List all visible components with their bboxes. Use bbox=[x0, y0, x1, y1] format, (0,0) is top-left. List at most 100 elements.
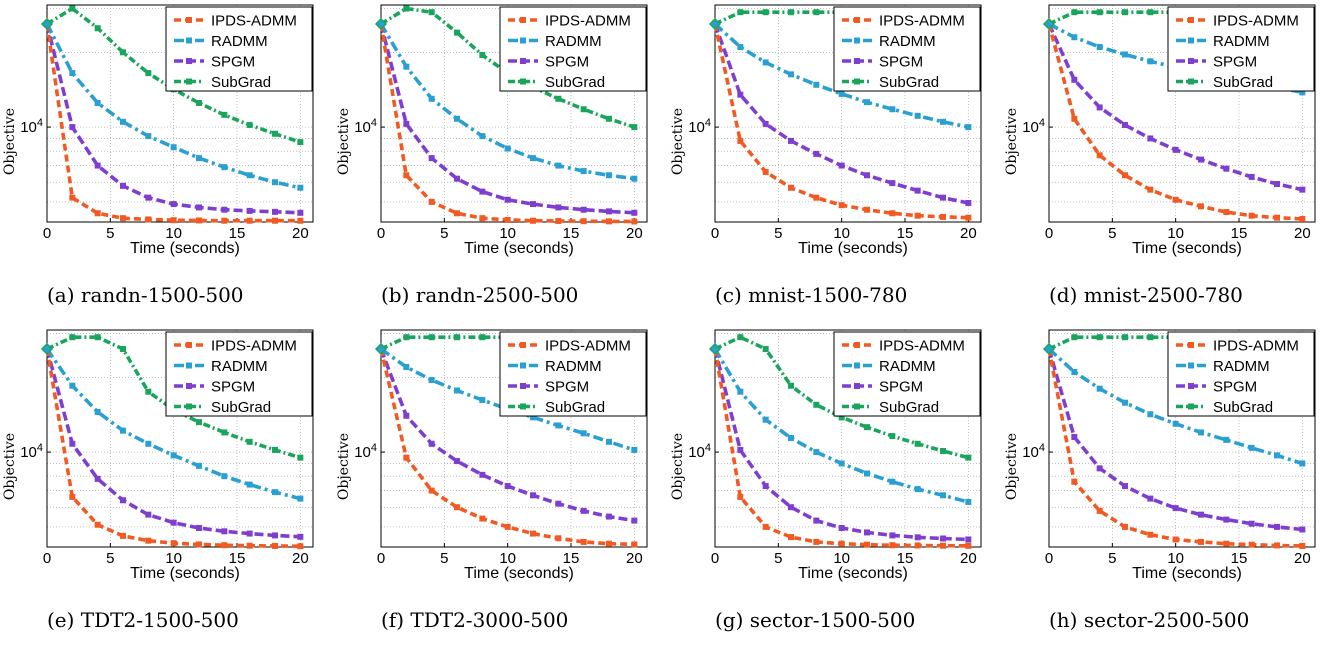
data-point-ipds-admm bbox=[120, 532, 126, 539]
data-point-spgm bbox=[120, 182, 126, 189]
data-point-ipds-admm bbox=[1299, 215, 1306, 222]
data-point-radmm bbox=[272, 489, 278, 496]
data-point-ipds-admm bbox=[762, 523, 769, 530]
legend-label-spgm: SPGM bbox=[545, 54, 589, 71]
legend-marker-spgm bbox=[854, 58, 860, 64]
x-tick-label: 0 bbox=[377, 225, 385, 242]
legend-marker-radmm bbox=[520, 362, 526, 369]
data-point-radmm bbox=[788, 71, 794, 78]
data-point-spgm bbox=[1122, 483, 1128, 490]
data-point-spgm bbox=[1274, 181, 1280, 188]
data-point-radmm bbox=[196, 155, 202, 162]
data-point-subgrad bbox=[1071, 9, 1078, 16]
data-point-spgm bbox=[1071, 76, 1078, 83]
legend-marker-spgm bbox=[520, 383, 526, 389]
data-point-spgm bbox=[196, 204, 202, 211]
data-point-radmm bbox=[1122, 399, 1128, 406]
data-point-spgm bbox=[1299, 526, 1306, 533]
legend-label-subgrad: SubGrad bbox=[879, 74, 939, 91]
start-point bbox=[1042, 17, 1056, 31]
x-axis-label: Time (seconds) bbox=[464, 240, 574, 257]
data-point-radmm bbox=[864, 470, 870, 477]
chart-svg: 0 5 10 15 20 104 Time (seconds) Objective IPDS-A… bbox=[1004, 329, 1316, 582]
data-point-ipds-admm bbox=[272, 217, 278, 224]
data-point-ipds-admm bbox=[297, 217, 304, 224]
data-point-ipds-admm bbox=[631, 541, 638, 548]
data-point-ipds-admm bbox=[1274, 214, 1280, 221]
data-point-ipds-admm bbox=[1172, 196, 1179, 203]
x-tick-label: 10 bbox=[1167, 225, 1184, 242]
data-point-ipds-admm bbox=[428, 487, 435, 494]
data-point-spgm bbox=[246, 207, 253, 214]
data-point-ipds-admm bbox=[737, 493, 744, 500]
legend-marker-radmm bbox=[520, 37, 526, 44]
legend-label-spgm: SPGM bbox=[879, 54, 923, 71]
data-point-spgm bbox=[606, 208, 612, 215]
legend: IPDS-ADMM RADMM SPGM SubGrad bbox=[1167, 331, 1315, 417]
data-point-spgm bbox=[120, 497, 126, 504]
x-tick-label: 20 bbox=[292, 225, 309, 242]
legend-marker-radmm bbox=[186, 37, 192, 44]
legend-label-subgrad: SubGrad bbox=[545, 399, 605, 416]
y-axis-label: Objective bbox=[2, 433, 18, 500]
legend-label-ipds-admm: IPDS-ADMM bbox=[879, 13, 965, 30]
legend-marker-subgrad bbox=[854, 403, 860, 410]
data-point-spgm bbox=[428, 440, 435, 447]
data-point-subgrad bbox=[120, 49, 126, 56]
data-point-subgrad bbox=[631, 124, 638, 131]
data-point-subgrad bbox=[120, 345, 126, 352]
data-point-ipds-admm bbox=[94, 210, 101, 217]
x-tick-label: 20 bbox=[960, 550, 977, 567]
data-point-spgm bbox=[1198, 156, 1204, 163]
data-point-radmm bbox=[940, 492, 946, 499]
data-point-subgrad bbox=[838, 414, 845, 421]
data-point-spgm bbox=[889, 532, 896, 539]
data-point-radmm bbox=[1122, 51, 1128, 58]
data-point-ipds-admm bbox=[94, 521, 101, 528]
data-point-spgm bbox=[788, 137, 794, 144]
y-axis-label: Objective bbox=[670, 108, 686, 175]
x-tick-label: 15 bbox=[897, 225, 914, 242]
legend-marker-subgrad bbox=[520, 78, 526, 85]
chart-svg: 0 5 10 15 20 104 Time (seconds) Objective IPDS-A… bbox=[1004, 4, 1316, 257]
data-point-spgm bbox=[69, 124, 76, 131]
subplot-f: 0 5 10 15 20 104 Time (seconds) Objective IPDS-A… bbox=[334, 325, 668, 650]
data-point-spgm bbox=[1096, 465, 1103, 472]
data-point-spgm bbox=[1122, 121, 1128, 128]
x-tick-label: 15 bbox=[1231, 225, 1248, 242]
data-point-spgm bbox=[428, 155, 435, 162]
legend-label-radmm: RADMM bbox=[545, 358, 602, 375]
series-line-spgm bbox=[1047, 348, 1303, 532]
y-axis-label: Objective bbox=[670, 433, 686, 500]
data-point-ipds-admm bbox=[428, 198, 435, 205]
data-point-radmm bbox=[606, 172, 612, 179]
axes-frame bbox=[1048, 4, 1316, 223]
data-point-spgm bbox=[1147, 495, 1154, 502]
x-tick-label: 5 bbox=[106, 225, 114, 242]
subplot-e: 0 5 10 15 20 104 Time (seconds) Objective IPDS-A… bbox=[0, 325, 334, 650]
series-line-spgm bbox=[379, 23, 635, 215]
data-point-ipds-admm bbox=[504, 216, 511, 223]
data-point-spgm bbox=[737, 91, 744, 98]
data-point-subgrad bbox=[454, 29, 460, 36]
x-axis-label: Time (seconds) bbox=[798, 240, 908, 257]
x-tick-label: 10 bbox=[499, 225, 516, 242]
series-line-spgm bbox=[45, 348, 301, 539]
data-point-radmm bbox=[479, 397, 486, 404]
data-point-spgm bbox=[1147, 135, 1154, 142]
legend-marker-ipds-admm bbox=[520, 17, 526, 23]
data-point-spgm bbox=[555, 500, 562, 507]
data-point-ipds-admm bbox=[504, 523, 511, 530]
data-point-radmm bbox=[530, 155, 536, 162]
data-point-spgm bbox=[631, 517, 638, 524]
data-point-radmm bbox=[1096, 44, 1103, 51]
data-point-spgm bbox=[889, 180, 896, 187]
data-point-subgrad bbox=[94, 25, 101, 32]
data-point-ipds-admm bbox=[170, 217, 177, 224]
data-point-spgm bbox=[737, 446, 744, 453]
data-point-ipds-admm bbox=[170, 540, 177, 547]
data-point-spgm bbox=[69, 440, 76, 447]
x-tick-label: 20 bbox=[626, 550, 643, 567]
legend: IPDS-ADMM RADMM SPGM SubGrad bbox=[165, 6, 313, 92]
data-point-spgm bbox=[965, 199, 972, 206]
